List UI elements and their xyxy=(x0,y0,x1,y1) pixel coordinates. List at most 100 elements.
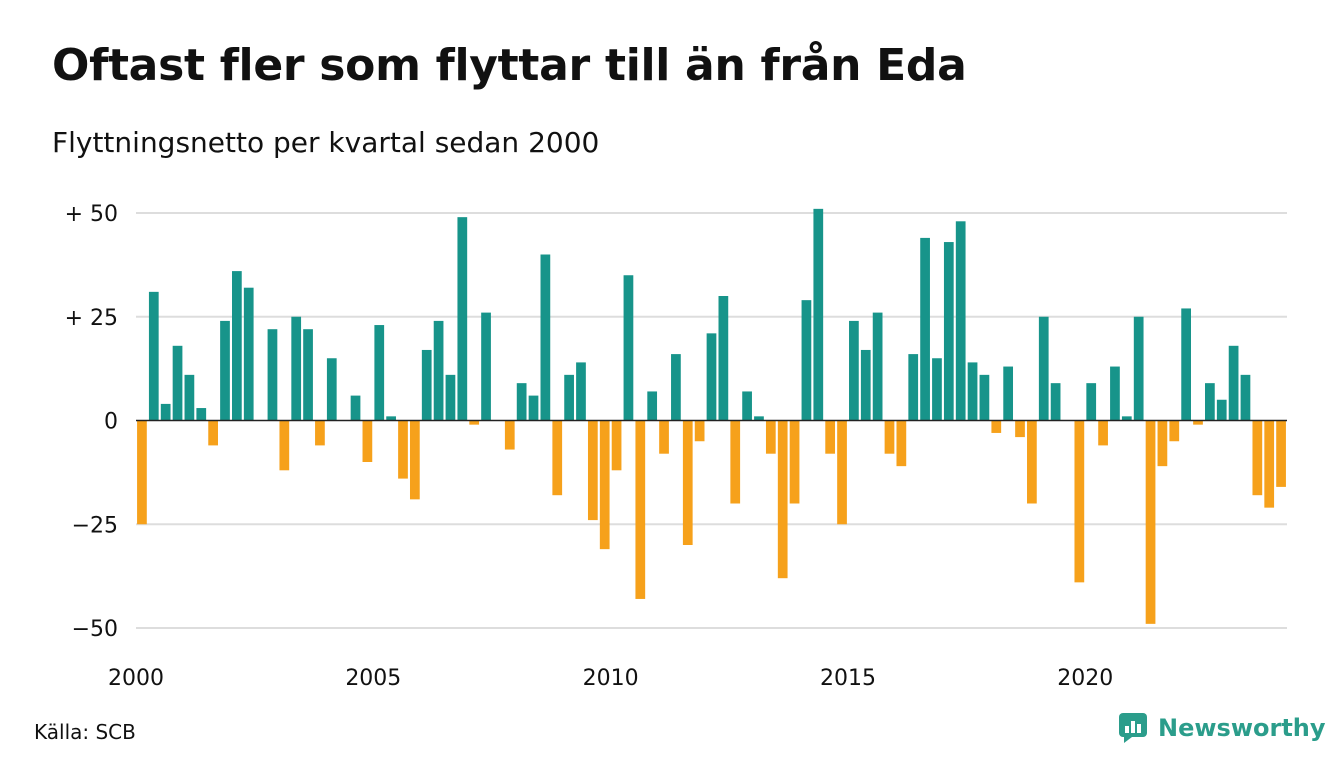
bar xyxy=(599,420,610,550)
bar xyxy=(315,420,325,446)
chart-title: Oftast fler som flyttar till än från Eda xyxy=(52,40,967,91)
bar xyxy=(991,420,1002,433)
bar-chart: + 50 + 25 0 −25 −50 2000 2005 2010 2015 2020 xyxy=(65,202,1287,691)
bar xyxy=(576,362,586,421)
bar xyxy=(979,374,990,421)
bar xyxy=(481,312,491,421)
bar xyxy=(860,349,871,421)
bar xyxy=(932,358,942,421)
x-tick-label: 2000 xyxy=(108,666,164,691)
bar xyxy=(232,271,242,421)
bar xyxy=(825,420,836,454)
bar xyxy=(623,275,634,421)
bar xyxy=(1169,420,1180,442)
chart-subtitle: Flyttningsnetto per kvartal sedan 2000 xyxy=(52,126,600,159)
bar xyxy=(1098,420,1108,446)
bar xyxy=(1205,383,1215,421)
bars xyxy=(137,208,1286,624)
bar xyxy=(433,320,444,421)
bar xyxy=(1216,399,1227,421)
bar xyxy=(528,395,539,421)
bar xyxy=(291,316,302,421)
bar xyxy=(1038,316,1049,421)
bar xyxy=(196,408,207,421)
bar xyxy=(587,420,598,521)
bar xyxy=(504,420,515,450)
bar xyxy=(552,420,563,496)
bar xyxy=(457,217,468,421)
bar xyxy=(1121,416,1132,421)
bar xyxy=(872,312,883,421)
bar xyxy=(611,420,622,471)
bar xyxy=(1240,374,1251,421)
bar xyxy=(682,420,693,545)
grid-lines xyxy=(136,212,1287,629)
bar xyxy=(813,208,824,421)
bar xyxy=(540,254,551,421)
bar xyxy=(920,237,930,421)
y-tick-label: + 50 xyxy=(65,202,118,227)
bar xyxy=(160,403,171,421)
bar xyxy=(208,420,218,446)
bar xyxy=(516,383,527,421)
y-tick-label: −50 xyxy=(72,617,118,642)
brand-name: Newsworthy xyxy=(1158,714,1326,742)
bar xyxy=(884,420,895,454)
bar xyxy=(398,420,408,479)
bar xyxy=(647,391,658,421)
bar xyxy=(1252,420,1263,496)
bar xyxy=(1157,420,1168,467)
bar xyxy=(445,374,456,421)
bar xyxy=(172,345,183,421)
bar xyxy=(694,420,705,442)
bar xyxy=(409,420,420,500)
y-tick-label: + 25 xyxy=(65,306,118,331)
source-note: Källa: SCB xyxy=(34,720,136,744)
bar xyxy=(362,420,373,462)
bar xyxy=(1110,366,1120,421)
bar xyxy=(955,221,966,421)
bar xyxy=(730,420,741,504)
y-tick-label: 0 xyxy=(104,410,118,435)
bar xyxy=(137,420,147,525)
bar xyxy=(469,420,480,425)
bar xyxy=(1086,383,1097,421)
bar xyxy=(801,300,812,421)
bar xyxy=(243,287,254,421)
bar xyxy=(943,242,954,421)
bar xyxy=(777,420,788,579)
bar xyxy=(671,354,681,421)
bar xyxy=(1276,420,1286,487)
bar xyxy=(1193,420,1203,425)
x-tick-label: 2005 xyxy=(345,666,401,691)
bar xyxy=(1015,420,1025,438)
bar xyxy=(1181,308,1191,421)
bar xyxy=(1133,316,1144,421)
bar xyxy=(148,291,159,421)
bar xyxy=(754,416,764,421)
bar xyxy=(386,416,396,421)
bar xyxy=(1050,383,1061,421)
x-axis-labels: 2000 2005 2010 2015 2020 xyxy=(108,666,1113,691)
bar xyxy=(849,320,859,421)
bar xyxy=(1003,366,1014,421)
bar xyxy=(184,374,195,421)
x-tick-label: 2015 xyxy=(820,666,876,691)
bar xyxy=(1145,420,1156,624)
brand-logo[interactable]: Newsworthy xyxy=(1118,712,1326,744)
bar xyxy=(564,374,574,421)
bar xyxy=(896,420,907,467)
bar xyxy=(706,333,717,421)
bar xyxy=(1264,420,1275,508)
bar xyxy=(1228,345,1239,421)
y-tick-label: −25 xyxy=(72,513,118,538)
bar xyxy=(1074,420,1085,583)
bar xyxy=(220,320,230,421)
x-tick-label: 2010 xyxy=(583,666,639,691)
bar xyxy=(789,420,800,504)
bar xyxy=(908,354,919,421)
bar xyxy=(303,329,313,421)
newsworthy-logo-icon xyxy=(1119,713,1147,743)
bar xyxy=(837,420,847,525)
bar xyxy=(421,349,432,421)
